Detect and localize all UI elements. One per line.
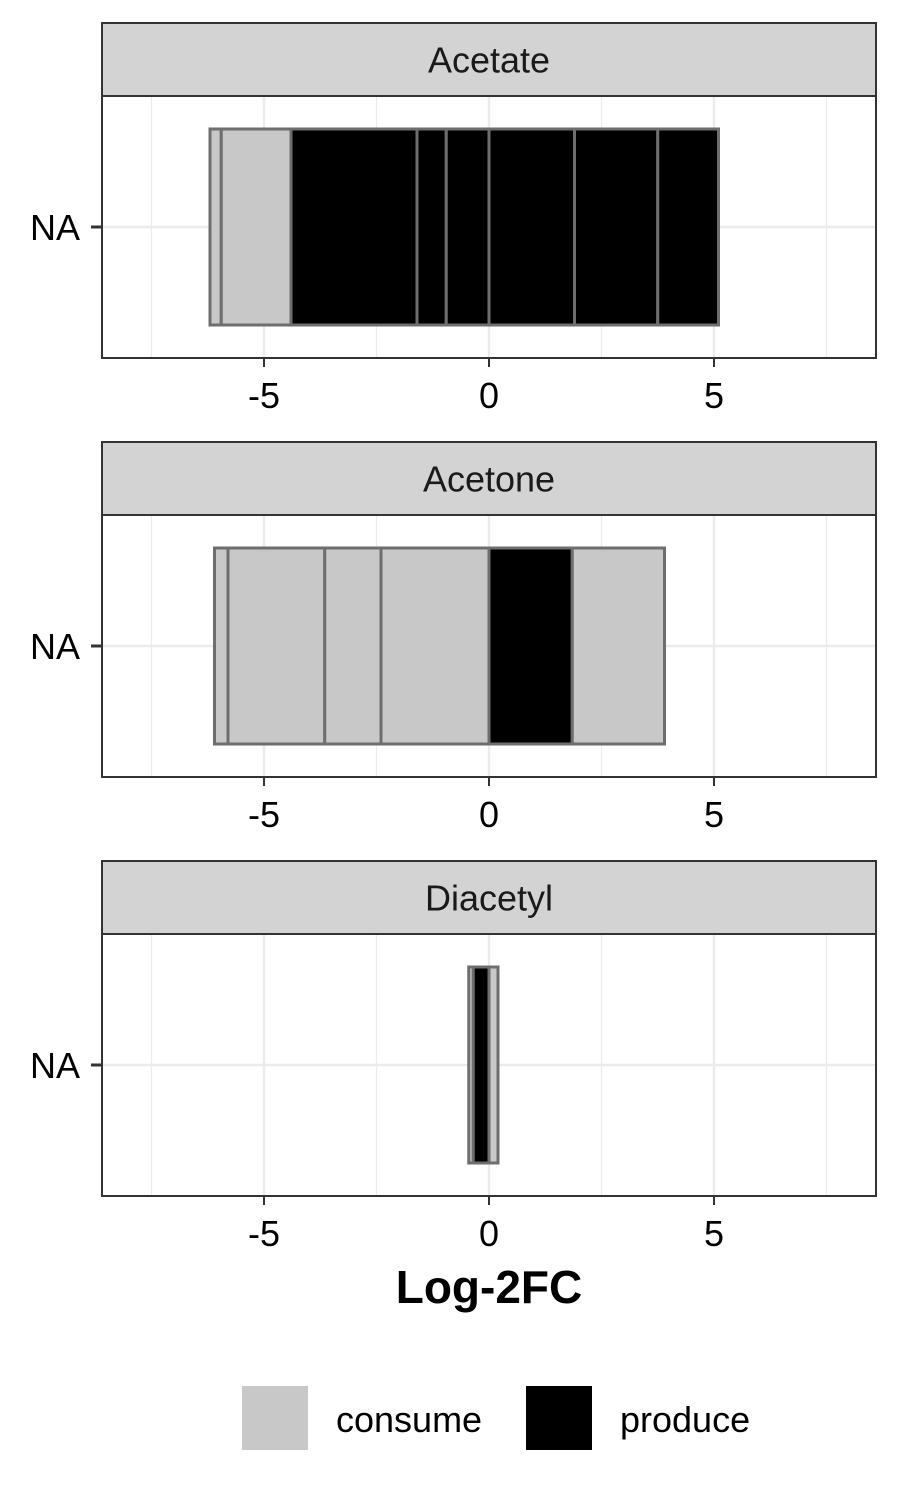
y-tick-label: NA xyxy=(30,207,80,248)
x-tick-label: 5 xyxy=(704,375,724,416)
facet-strip xyxy=(101,441,877,516)
bar-segment-consume xyxy=(487,965,500,1165)
facet-panel: Acetate NA -5 0 5 xyxy=(30,22,877,416)
legend-label: produce xyxy=(620,1399,750,1440)
facet-panel: Acetone NA -5 0 5 xyxy=(30,441,877,835)
x-tick-label: -5 xyxy=(248,1213,280,1254)
legend: consume produce xyxy=(242,1386,750,1450)
x-tick-label: 0 xyxy=(479,375,499,416)
bar-segment-consume xyxy=(379,546,491,746)
legend-key-produce xyxy=(526,1386,592,1450)
x-tick-label: -5 xyxy=(248,794,280,835)
bar-segment-consume xyxy=(323,546,383,746)
legend-label: consume xyxy=(336,1399,482,1440)
chart-panels: Acetate NA -5 0 5 Acetone NA -5 0 5 Diacetyl NA -5 0 5 xyxy=(30,22,877,1254)
bar-segment-produce xyxy=(444,127,491,327)
bar-segment-consume xyxy=(213,546,230,746)
facet-title: Diacetyl xyxy=(425,878,553,919)
bar-segment-consume xyxy=(570,546,666,746)
bar-segment-produce xyxy=(573,127,660,327)
y-tick-label: NA xyxy=(30,1045,80,1086)
x-tick-label: 0 xyxy=(479,794,499,835)
facet-title: Acetate xyxy=(428,40,550,81)
y-tick-label: NA xyxy=(30,626,80,667)
legend-key-consume xyxy=(242,1386,308,1450)
bar-segment-produce xyxy=(487,546,574,746)
bar-segment-produce xyxy=(656,127,720,327)
bar-segment-consume xyxy=(226,546,327,746)
bar-segment-produce xyxy=(471,965,491,1165)
bar-segment-produce xyxy=(289,127,419,327)
x-tick-label: 0 xyxy=(479,1213,499,1254)
bar-segment-consume xyxy=(208,127,223,327)
bar-segment-produce xyxy=(487,127,576,327)
bar-segment-consume xyxy=(219,127,293,327)
x-tick-label: -5 xyxy=(248,375,280,416)
facet-strip xyxy=(101,22,877,97)
facet-title: Acetone xyxy=(423,459,555,500)
x-axis-title: Log-2FC xyxy=(396,1261,583,1313)
bar-segment-produce xyxy=(415,127,448,327)
facet-strip xyxy=(101,860,877,935)
facet-panel: Diacetyl NA -5 0 5 xyxy=(30,860,877,1254)
x-tick-label: 5 xyxy=(704,794,724,835)
x-tick-label: 5 xyxy=(704,1213,724,1254)
